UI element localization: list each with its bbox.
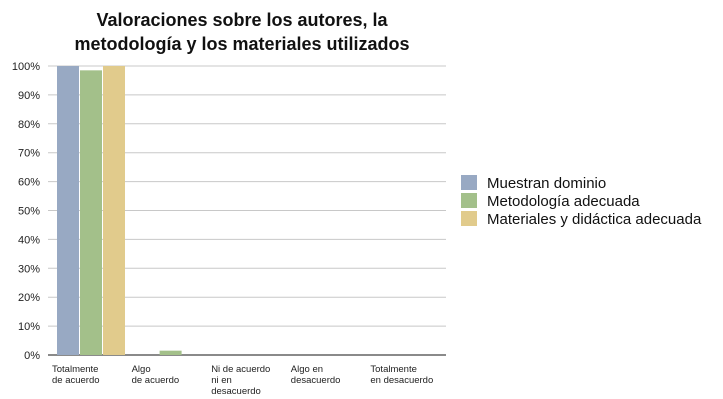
bar (103, 66, 125, 355)
legend-label: Metodología adecuada (487, 193, 640, 210)
x-tick-label: ni en (211, 375, 232, 386)
x-tick-label: en desacuerdo (370, 375, 433, 386)
bars (57, 66, 182, 356)
x-tick-label: Ni de acuerdo (211, 364, 270, 375)
legend-label: Materiales y didáctica adecuada (487, 211, 702, 228)
y-tick-label: 80% (18, 119, 40, 131)
x-tick-label: de acuerdo (132, 375, 180, 386)
y-tick-label: 0% (24, 350, 40, 362)
y-tick-label: 30% (18, 263, 40, 275)
y-tick-label: 50% (18, 206, 40, 218)
bar (57, 66, 79, 355)
x-tick-label: desacuerdo (211, 386, 261, 397)
x-tick-label: Algo (132, 364, 151, 375)
chart-title-line-1: Valoraciones sobre los autores, la (96, 10, 388, 30)
bar (159, 350, 182, 355)
x-tick-label: Algo en (291, 364, 323, 375)
y-tick-label: 60% (18, 177, 40, 189)
y-tick-label: 70% (18, 148, 40, 160)
y-tick-label: 40% (18, 234, 40, 246)
legend-swatch (461, 175, 477, 190)
bar (80, 70, 102, 356)
y-tick-label: 100% (12, 61, 40, 73)
y-tick-label: 20% (18, 292, 40, 304)
legend-swatch (461, 211, 477, 226)
x-tick-label: Totalmente (370, 364, 416, 375)
x-tick-label: Totalmente (52, 364, 98, 375)
x-tick-label: de acuerdo (52, 375, 100, 386)
y-tick-label: 10% (18, 321, 40, 333)
x-tick-label: desacuerdo (291, 375, 341, 386)
y-axis: 0% 10% 20% 30% 40% 50% 60% 70% 80% 90% 100% (12, 61, 40, 362)
y-tick-label: 90% (18, 90, 40, 102)
legend-swatch (461, 193, 477, 208)
chart-title-line-2: metodología y los materiales utilizados (74, 34, 409, 54)
legend-label: Muestran dominio (487, 175, 606, 192)
